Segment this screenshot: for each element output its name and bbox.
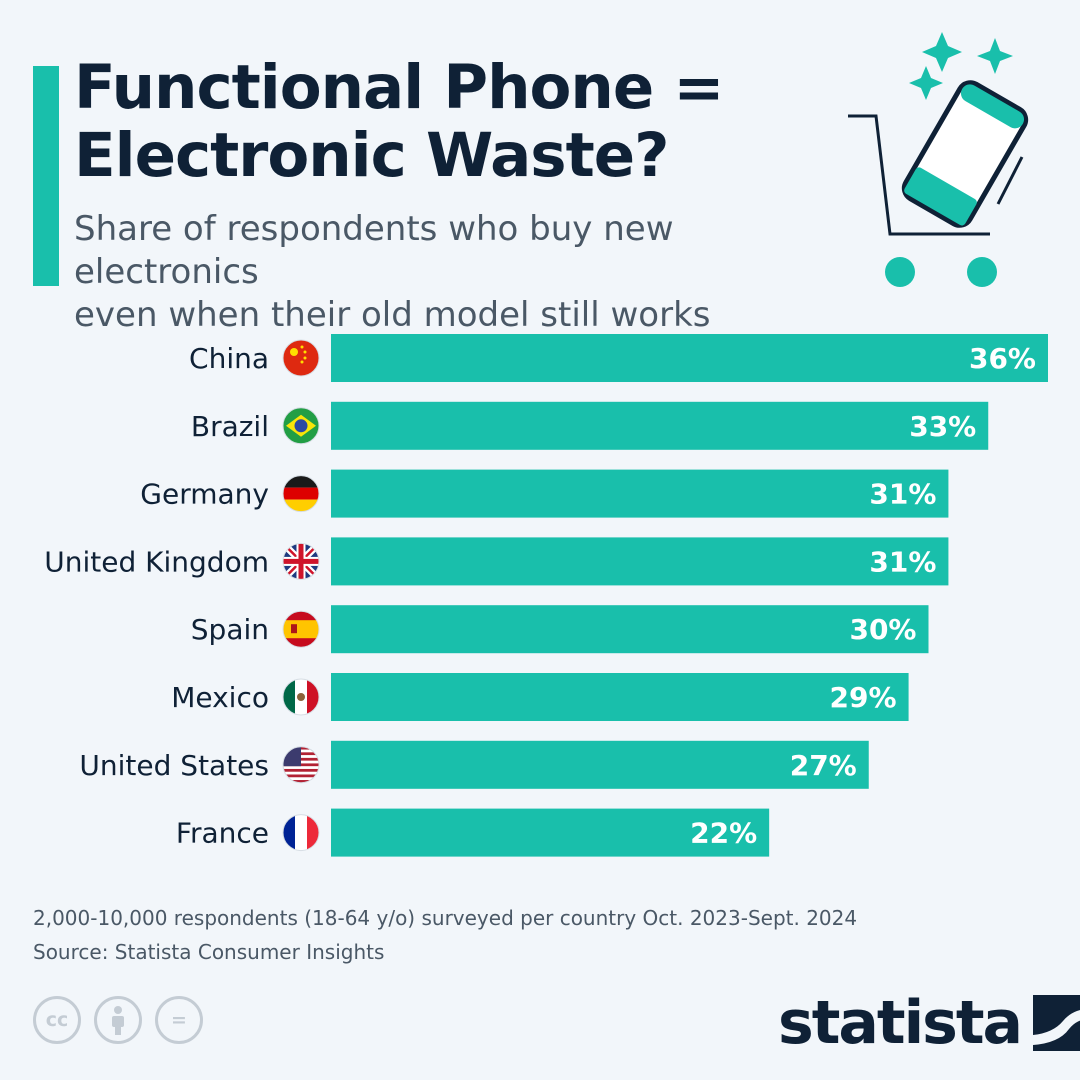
category-label: France [176,817,269,850]
bar-chart: 36% China 33% Brazil 31% Germany 31% United Kin… [44,334,1048,857]
flag-spain-icon [282,610,320,648]
category-label: Mexico [171,681,269,714]
no-derivatives-icon[interactable]: = [155,996,203,1044]
category-label: Spain [191,613,269,646]
bar-mexico [331,673,909,721]
statista-mark-icon [1033,995,1080,1051]
category-label: Germany [140,478,269,511]
bar-value-label: 27% [790,749,857,782]
flag-mexico-icon [282,678,320,716]
flag-uk-icon [282,542,320,580]
category-label: China [189,342,269,375]
category-label: Brazil [191,410,269,443]
cc-icon[interactable]: cc [33,996,81,1044]
flag-brazil-icon [282,407,320,445]
statista-logo[interactable]: statista [778,988,1080,1058]
logo-wordmark: statista [778,988,1023,1058]
source-note: Source: Statista Consumer Insights [33,940,385,964]
attribution-icon[interactable] [94,996,142,1044]
subtitle: Share of respondents who buy new electro… [74,208,864,337]
bar-value-label: 36% [969,342,1036,375]
bar-spain [331,605,929,654]
shopping-cart-phone-icon [848,32,1029,287]
category-label: United States [79,749,269,782]
bar-value-label: 22% [690,817,757,850]
flag-france-icon [282,814,320,852]
bar-france [331,808,770,857]
category-label: United Kingdom [44,545,269,578]
bar-brazil [331,401,989,450]
footnote: 2,000-10,000 respondents (18-64 y/o) sur… [33,901,857,969]
bar-united-kingdom [331,537,949,586]
bar-value-label: 31% [869,478,936,511]
subtitle-line-2: even when their old model still works [74,295,711,335]
bar-value-label: 30% [849,613,916,646]
bar-value-label: 31% [869,545,936,578]
page-title: Functional Phone = Electronic Waste? [74,52,725,191]
flag-usa-icon [282,746,320,784]
subtitle-line-1: Share of respondents who buy new electro… [74,209,674,292]
bar-value-label: 29% [830,681,897,714]
bar-group: 36% China 33% Brazil 31% Germany 31% United Kin… [44,334,1048,857]
title-line-2: Electronic Waste? [74,120,669,191]
license-icons: cc = [33,996,203,1044]
bar-united-states [331,740,869,789]
survey-note: 2,000-10,000 respondents (18-64 y/o) sur… [33,906,858,930]
flag-germany-icon [282,475,320,513]
title-accent-bar [33,66,59,286]
bar-china [331,334,1048,382]
bar-germany [331,469,949,518]
bar-value-label: 33% [909,410,976,443]
title-line-1: Functional Phone = [74,52,725,123]
flag-china-icon [282,339,320,377]
